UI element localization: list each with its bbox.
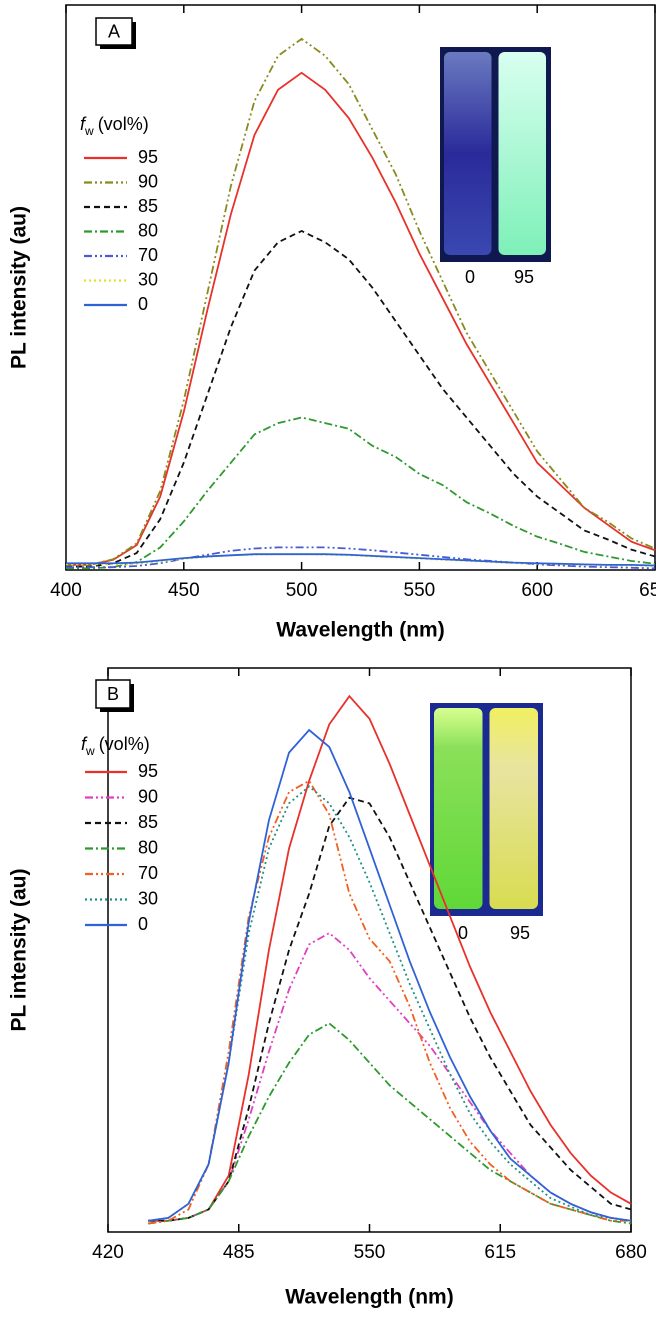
legend-label: 30 xyxy=(138,269,158,289)
x-tick-label: 420 xyxy=(92,1242,124,1263)
panel-label: A xyxy=(108,21,120,41)
series-line xyxy=(148,796,632,1222)
x-tick-label: 680 xyxy=(615,1242,647,1263)
x-tick-label: 650 xyxy=(639,580,656,601)
legend-label: 70 xyxy=(138,863,158,883)
series-line xyxy=(148,785,632,1222)
x-tick-label: 600 xyxy=(521,580,553,601)
series-line xyxy=(148,694,632,1222)
x-axis-title: Wavelength (nm) xyxy=(285,1286,453,1309)
series-line xyxy=(66,37,656,566)
inset-label: 0 xyxy=(465,267,475,287)
vial xyxy=(434,708,483,909)
legend-label: 0 xyxy=(138,294,148,314)
x-tick-label: 485 xyxy=(223,1242,255,1263)
legend-label: 70 xyxy=(138,245,158,265)
y-axis-title: PL intensity (au) xyxy=(8,869,31,1032)
x-tick-label: 550 xyxy=(354,1242,386,1263)
x-tick-label: 615 xyxy=(484,1242,516,1263)
legend-unit: (vol%) xyxy=(99,734,150,754)
legend-label: 90 xyxy=(138,786,158,806)
x-tick-label: 450 xyxy=(168,580,200,601)
legend-title: fw (vol%) xyxy=(80,114,149,138)
series-line xyxy=(66,71,656,566)
legend-unit: (vol%) xyxy=(98,114,149,134)
legend-label: 0 xyxy=(138,914,148,934)
x-tick-label: 400 xyxy=(50,580,82,601)
legend-subscript: w xyxy=(84,124,94,138)
series-line xyxy=(66,230,656,568)
legend-label: 85 xyxy=(138,812,158,832)
legend-title: fw (vol%) xyxy=(81,734,150,758)
plot-frame xyxy=(107,667,632,1233)
series-line xyxy=(148,779,631,1225)
legend-symbol: f xyxy=(80,114,87,134)
series-line xyxy=(148,1022,632,1225)
legend-symbol: f xyxy=(81,734,88,754)
inset-label: 0 xyxy=(458,923,468,943)
y-axis-title: PL intensity (au) xyxy=(8,206,31,369)
series-line xyxy=(148,728,632,1222)
vial xyxy=(444,52,492,255)
legend-label: 95 xyxy=(138,761,158,781)
panel-label-box xyxy=(95,679,131,709)
plot-frame xyxy=(65,4,656,571)
panel-label: B xyxy=(107,684,119,704)
x-tick-label: 500 xyxy=(286,580,318,601)
legend-subscript: w xyxy=(85,744,95,758)
legend-label: 90 xyxy=(138,171,158,191)
legend-label: 85 xyxy=(138,196,158,216)
legend-label: 80 xyxy=(138,220,158,240)
inset-label: 95 xyxy=(510,923,530,943)
inset-label: 95 xyxy=(514,267,534,287)
panel-label-box xyxy=(95,17,133,46)
legend-label: 95 xyxy=(138,147,158,167)
vial xyxy=(498,52,546,255)
x-tick-label: 550 xyxy=(404,580,436,601)
x-axis-title: Wavelength (nm) xyxy=(276,619,444,642)
legend-label: 30 xyxy=(138,888,158,908)
vial xyxy=(489,708,538,909)
legend-label: 80 xyxy=(138,837,158,857)
series-line xyxy=(148,931,632,1225)
series-line xyxy=(66,416,656,570)
series-line xyxy=(66,553,656,567)
series-line xyxy=(66,546,656,570)
